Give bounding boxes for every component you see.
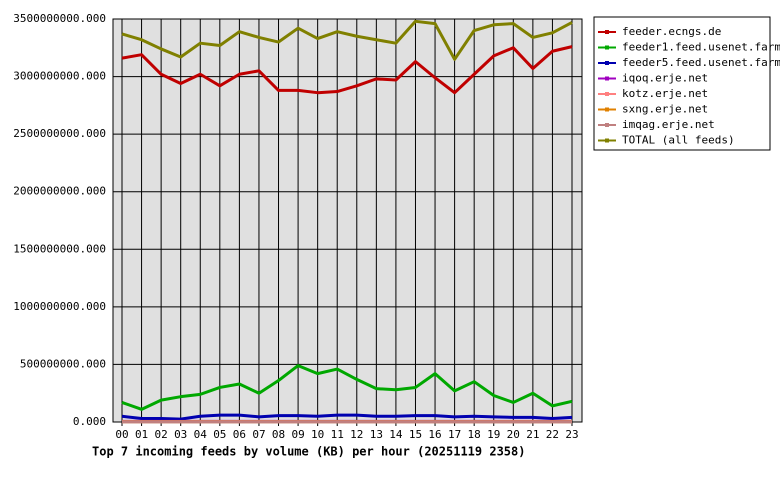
- x-tick-label: 19: [487, 428, 500, 441]
- legend-marker: [605, 107, 609, 112]
- x-tick-label: 03: [174, 428, 187, 441]
- series-line: [121, 45, 573, 95]
- series-line: [121, 413, 573, 421]
- chart-title: Top 7 incoming feeds by volume (KB) per …: [92, 445, 525, 459]
- legend-label: sxng.erje.net: [622, 103, 708, 116]
- legend-label: TOTAL (all feeds): [622, 134, 735, 147]
- y-tick-label: 1000000000.000: [13, 300, 106, 313]
- legend-label: feeder5.feed.usenet.farm: [622, 56, 780, 69]
- legend-marker: [605, 138, 609, 143]
- x-tick-label: 01: [135, 428, 148, 441]
- x-tick-label: 07: [252, 428, 265, 441]
- x-tick-label: 11: [331, 428, 344, 441]
- x-tick-label: 00: [115, 428, 128, 441]
- y-tick-label: 1500000000.000: [13, 242, 106, 255]
- x-tick-label: 06: [233, 428, 246, 441]
- x-tick-label: 22: [546, 428, 559, 441]
- y-tick-label: 2500000000.000: [13, 127, 106, 140]
- x-tick-label: 23: [565, 428, 578, 441]
- x-tick-label: 18: [468, 428, 481, 441]
- x-tick-label: 14: [389, 428, 403, 441]
- legend-marker: [605, 123, 609, 127]
- x-tick-label: 20: [507, 428, 520, 441]
- y-tick-label: 3000000000.000: [13, 70, 106, 83]
- legend-marker: [605, 30, 609, 34]
- legend-box: [593, 16, 771, 151]
- y-tick-label: 3500000000.000: [13, 12, 106, 25]
- x-tick-label: 05: [213, 428, 226, 441]
- x-tick-label: 08: [272, 428, 285, 441]
- x-tick-label: 09: [291, 428, 304, 441]
- x-tick-label: 17: [448, 428, 461, 441]
- plot-area: [112, 18, 583, 423]
- x-tick-label: 02: [155, 428, 168, 441]
- y-tick-label: 0.000: [73, 415, 106, 428]
- legend-marker: [605, 92, 609, 96]
- x-tick-label: 04: [194, 428, 208, 441]
- legend-marker: [605, 45, 609, 50]
- x-tick-label: 12: [350, 428, 363, 441]
- x-tick-label: 15: [409, 428, 422, 441]
- legend-label: iqoq.erje.net: [622, 72, 708, 85]
- legend-label: imqag.erje.net: [622, 118, 715, 131]
- series-line: [121, 19, 573, 61]
- x-tick-label: 13: [370, 428, 383, 441]
- series-line: [121, 364, 573, 411]
- legend-label: feeder1.feed.usenet.farm: [622, 41, 780, 54]
- legend-marker: [605, 61, 609, 65]
- legend-marker: [605, 76, 609, 81]
- y-tick-label: 2000000000.000: [13, 185, 106, 198]
- x-tick-label: 16: [428, 428, 441, 441]
- x-tick-label: 10: [311, 428, 324, 441]
- legend-label: feeder.ecngs.de: [622, 25, 721, 38]
- x-tick-label: 21: [526, 428, 539, 441]
- legend-label: kotz.erje.net: [622, 87, 708, 100]
- y-tick-label: 500000000.000: [20, 357, 106, 370]
